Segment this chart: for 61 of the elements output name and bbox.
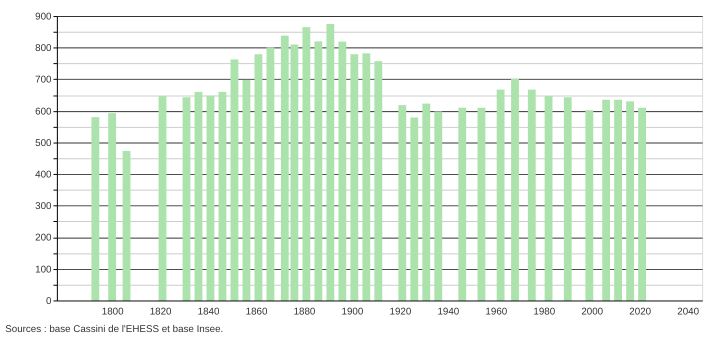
bar bbox=[564, 97, 572, 300]
y-tick-label: 500 bbox=[35, 138, 52, 149]
bar bbox=[362, 53, 370, 300]
bar bbox=[422, 104, 430, 300]
bar bbox=[280, 36, 289, 300]
bar bbox=[410, 117, 418, 300]
bar bbox=[254, 54, 262, 300]
bar bbox=[182, 97, 190, 300]
bar bbox=[122, 150, 130, 300]
bar bbox=[496, 90, 505, 300]
x-tick-label: 1800 bbox=[102, 306, 124, 318]
x-tick-label: 1880 bbox=[294, 306, 316, 318]
bar bbox=[350, 54, 358, 300]
y-tick-label: 200 bbox=[35, 232, 52, 244]
x-tick-label: 2000 bbox=[581, 306, 604, 318]
x-tick-label: 1900 bbox=[342, 306, 364, 318]
bar bbox=[302, 27, 310, 300]
x-tick-label: 1820 bbox=[150, 306, 172, 318]
bar bbox=[91, 117, 100, 300]
y-tick-label: 0 bbox=[46, 296, 52, 307]
y-tick-label: 900 bbox=[35, 11, 52, 22]
source-note: Sources : base Cassini de l'EHESS et base Insee. bbox=[5, 324, 224, 335]
x-tick-label: 1840 bbox=[198, 306, 220, 318]
y-tick-label: 800 bbox=[35, 43, 52, 54]
bar bbox=[326, 24, 334, 300]
x-tick-label: 1960 bbox=[485, 306, 508, 318]
bar bbox=[511, 78, 519, 300]
bar bbox=[458, 108, 466, 300]
bar bbox=[230, 59, 238, 300]
y-tick-label: 700 bbox=[35, 74, 52, 86]
x-tick-label: 1940 bbox=[437, 306, 460, 318]
y-tick-label: 100 bbox=[35, 264, 52, 276]
bar bbox=[614, 100, 622, 300]
bar bbox=[602, 100, 610, 300]
bar bbox=[206, 95, 214, 300]
bar bbox=[398, 105, 406, 300]
bar bbox=[194, 92, 202, 300]
bar bbox=[338, 42, 346, 300]
x-tick-label: 2020 bbox=[629, 306, 652, 318]
y-tick-label: 400 bbox=[35, 169, 52, 180]
x-tick-label: 1920 bbox=[389, 306, 412, 318]
x-tick-label: 2040 bbox=[677, 306, 700, 318]
y-tick-label: 600 bbox=[35, 106, 52, 118]
x-tick-label: 1980 bbox=[533, 306, 556, 318]
bar bbox=[218, 92, 226, 300]
bar bbox=[626, 101, 634, 300]
bar bbox=[242, 80, 250, 300]
bar bbox=[585, 110, 594, 300]
bar bbox=[290, 44, 298, 300]
bar bbox=[108, 113, 116, 300]
bar bbox=[434, 111, 442, 300]
bar bbox=[158, 96, 166, 300]
bar bbox=[374, 61, 382, 300]
x-tick-label: 1860 bbox=[246, 306, 268, 318]
bar bbox=[528, 90, 536, 300]
bar bbox=[314, 41, 322, 300]
bar bbox=[266, 48, 274, 300]
bar bbox=[544, 96, 552, 300]
bar bbox=[478, 108, 486, 300]
bar bbox=[638, 108, 646, 300]
y-tick-label: 300 bbox=[35, 201, 52, 212]
